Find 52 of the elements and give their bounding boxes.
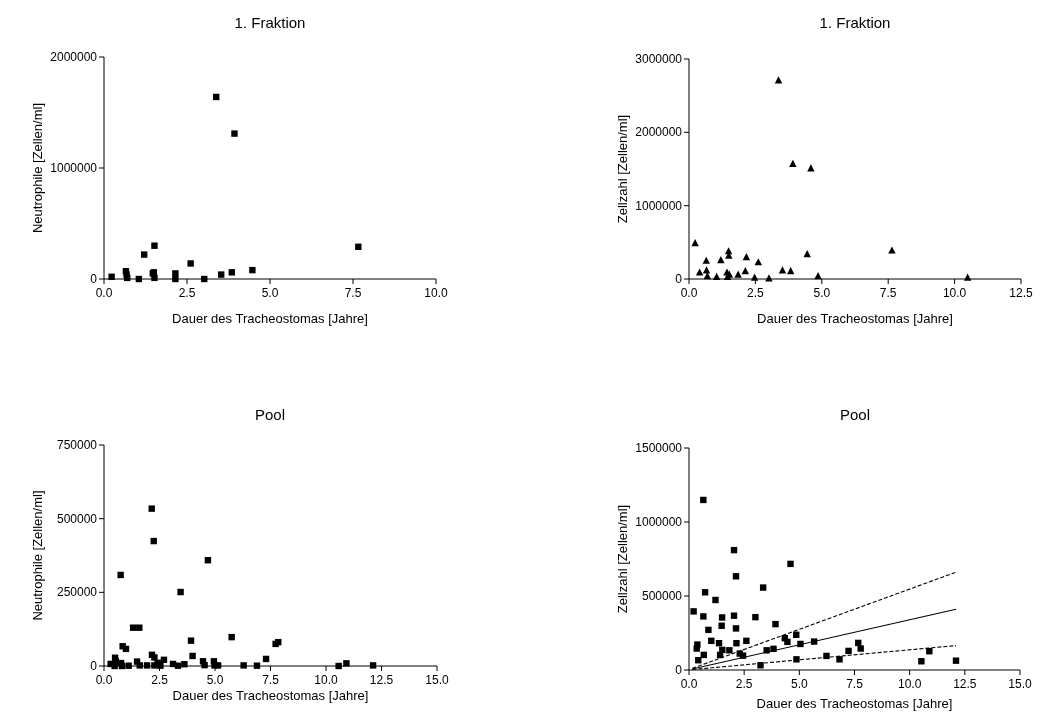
y-tick-label: 1500000 <box>635 441 683 455</box>
x-tick-label: 0.0 <box>680 677 698 691</box>
chart-title: 1. Fraktion <box>819 14 891 31</box>
x-tick-label: 0.0 <box>95 286 113 300</box>
y-axis-title: Neutrophile [Zellen/ml] <box>30 102 45 234</box>
x-tick-label: 2.5 <box>735 677 753 691</box>
chart-title: Pool <box>839 406 871 423</box>
y-tick-label: 250000 <box>56 585 98 600</box>
x-axis-title: Dauer des Tracheostomas [Jahre] <box>757 311 953 326</box>
x-axis-title: Dauer des Tracheostomas [Jahre] <box>172 311 368 326</box>
x-tick-label: 10.0 <box>424 286 448 300</box>
x-tick-label: 2.5 <box>178 286 196 300</box>
y-tick-label: 0 <box>675 663 683 677</box>
x-tick-label: 10.0 <box>897 677 922 691</box>
y-tick-label: 2000000 <box>50 50 98 64</box>
x-tick-label: 15.0 <box>1008 677 1032 691</box>
x-tick-label: 2.5 <box>151 673 169 687</box>
x-tick-label: 7.5 <box>344 286 362 300</box>
x-tick-label: 0.0 <box>680 286 698 300</box>
y-tick-label: 0 <box>675 272 683 286</box>
x-axis-title: Dauer des Tracheostomas [Jahre] <box>172 688 369 703</box>
x-tick-label: 10.0 <box>314 673 338 687</box>
y-tick-label: 1000000 <box>635 198 683 213</box>
x-tick-label: 7.5 <box>262 673 280 687</box>
x-tick-label: 12.5 <box>1009 286 1033 300</box>
x-tick-label: 12.5 <box>369 673 394 687</box>
y-tick-label: 0 <box>90 272 98 286</box>
x-tick-label: 5.0 <box>206 673 224 687</box>
x-tick-label: 2.5 <box>747 286 765 300</box>
y-axis-title: Neutrophile [Zellen/ml] <box>30 490 45 621</box>
chart-title: Pool <box>254 406 286 423</box>
y-axis-title: Zellzahl [Zellen/ml] <box>615 504 630 614</box>
y-tick-label: 3000000 <box>635 52 683 66</box>
x-tick-label: 10.0 <box>942 286 967 300</box>
y-tick-label: 1000000 <box>50 161 98 175</box>
x-tick-label: 12.5 <box>953 677 977 691</box>
x-tick-label: 5.0 <box>790 677 808 691</box>
x-axis-title: Dauer des Tracheostomas [Jahre] <box>756 696 953 711</box>
chart-title: 1. Fraktion <box>234 14 306 31</box>
y-axis-title: Zellzahl [Zellen/ml] <box>615 114 630 224</box>
y-tick-label: 1000000 <box>635 515 683 529</box>
x-tick-label: 7.5 <box>846 677 864 691</box>
x-tick-label: 15.0 <box>425 673 449 687</box>
y-tick-label: 2000000 <box>635 125 683 140</box>
x-tick-label: 5.0 <box>261 286 279 300</box>
y-tick-label: 500000 <box>641 589 683 603</box>
x-tick-label: 0.0 <box>95 673 113 687</box>
x-tick-label: 7.5 <box>879 286 897 300</box>
y-tick-label: 500000 <box>56 511 98 526</box>
y-tick-label: 750000 <box>56 438 98 452</box>
y-tick-label: 0 <box>90 659 98 673</box>
x-tick-label: 5.0 <box>813 286 831 300</box>
